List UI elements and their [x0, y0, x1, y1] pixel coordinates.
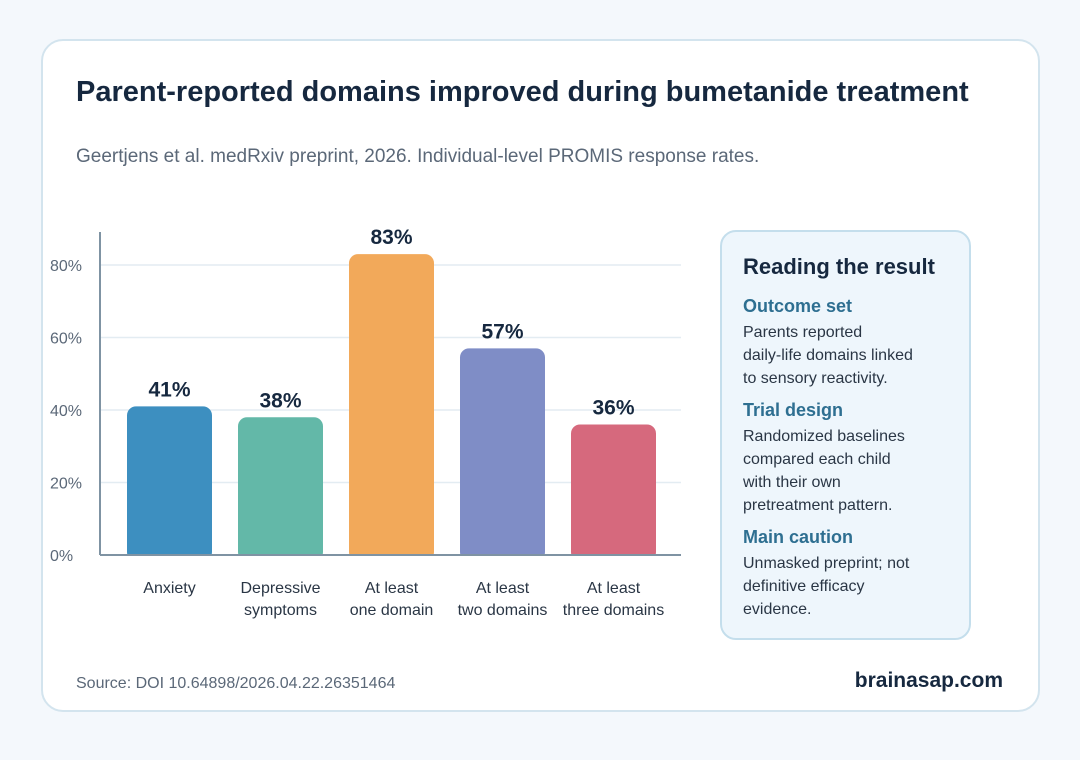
- sidebar-text-line: evidence.: [743, 601, 812, 618]
- bar-1: [238, 417, 323, 561]
- y-tick-label: 40%: [50, 403, 82, 420]
- y-tick-label: 0%: [50, 548, 73, 565]
- bar-4: [571, 424, 656, 561]
- source-citation: Source: DOI 10.64898/2026.04.22.26351464: [76, 675, 396, 692]
- y-tick-label: 20%: [50, 476, 82, 493]
- reading-sidebar: Reading the result Outcome set Parents r…: [720, 230, 971, 640]
- x-tick-label: two domains: [458, 602, 548, 619]
- sidebar-section-main-caution: Main caution Unmasked preprint; not defi…: [743, 527, 949, 621]
- bar-value-label: 83%: [370, 226, 412, 249]
- bar-value-label: 36%: [592, 397, 634, 420]
- sidebar-section-title: Main caution: [743, 527, 854, 547]
- chart-title: Parent-reported domains improved during …: [76, 76, 969, 108]
- sidebar-text-line: compared each child: [743, 451, 891, 468]
- sidebar-section-text: Unmasked preprint; not definitive effica…: [743, 552, 949, 621]
- sidebar-sections: Outcome set Parents reported daily-life …: [743, 296, 949, 621]
- bar-value-label: 38%: [259, 389, 301, 412]
- x-tick-label: three domains: [563, 602, 664, 619]
- sidebar-section-trial-design: Trial design Randomized baselines compar…: [743, 400, 949, 517]
- sidebar-section-text: Randomized baselines compared each child…: [743, 425, 949, 517]
- sidebar-text-line: pretreatment pattern.: [743, 497, 893, 514]
- x-tick-label: one domain: [350, 602, 434, 619]
- x-tick-label: At least: [587, 580, 641, 597]
- chart-subtitle: Geertjens et al. medRxiv preprint, 2026.…: [76, 146, 760, 167]
- baseline-mask: [100, 555, 681, 565]
- bar-value-label: 41%: [148, 378, 190, 401]
- sidebar-heading: Reading the result: [743, 254, 935, 279]
- sidebar-section-title: Outcome set: [743, 296, 853, 316]
- sidebar-section-outcome-set: Outcome set Parents reported daily-life …: [743, 296, 949, 390]
- y-tick-label: 80%: [50, 258, 82, 275]
- x-tick-label: Anxiety: [143, 580, 195, 597]
- sidebar-text-line: daily-life domains linked: [743, 347, 913, 364]
- sidebar-section-title: Trial design: [743, 400, 844, 420]
- sidebar-text-line: definitive efficacy: [743, 578, 865, 595]
- sidebar-text-line: to sensory reactivity.: [743, 370, 888, 387]
- sidebar-text-line: Randomized baselines: [743, 428, 905, 445]
- x-tick-label: Depressive: [240, 580, 320, 597]
- y-tick-label: 60%: [50, 331, 82, 348]
- x-tick-label: At least: [365, 580, 419, 597]
- x-tick-label: At least: [476, 580, 530, 597]
- sidebar-text-line: Parents reported: [743, 324, 863, 341]
- bar-2: [349, 254, 434, 561]
- bar-0: [127, 406, 212, 561]
- bar-3: [460, 348, 545, 561]
- sidebar-text-line: Unmasked preprint; not: [743, 555, 910, 572]
- bar-value-label: 57%: [481, 320, 523, 343]
- x-tick-label: symptoms: [244, 602, 317, 619]
- brand-logo-text: brainasap.com: [854, 669, 1003, 692]
- sidebar-section-text: Parents reported daily-life domains link…: [743, 321, 949, 390]
- sidebar-text-line: with their own: [743, 474, 841, 491]
